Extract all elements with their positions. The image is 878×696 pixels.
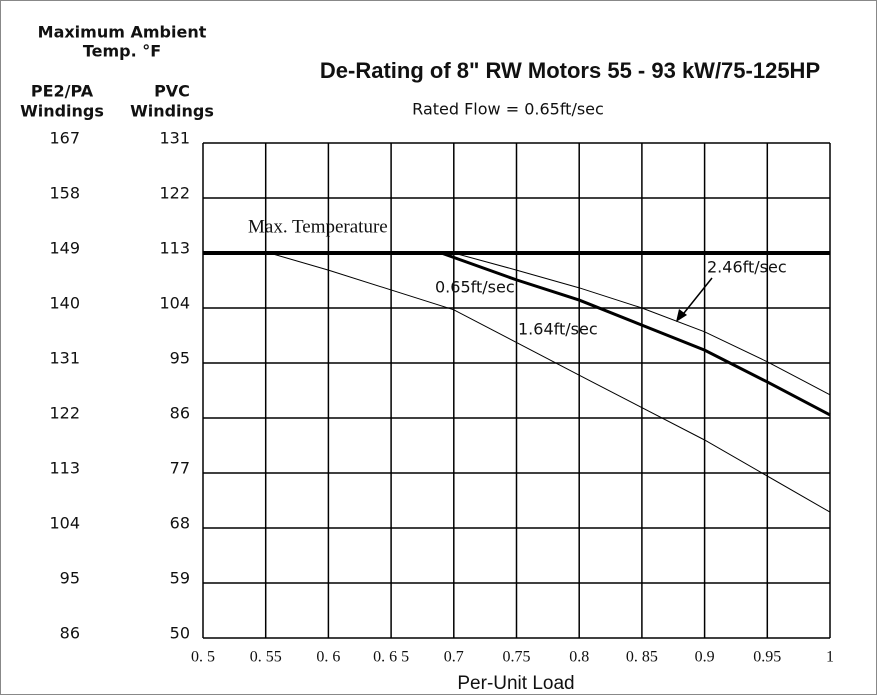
x-tick-label: 0.95 xyxy=(753,649,781,666)
x-axis-label: Per-Unit Load xyxy=(457,673,574,694)
y-tick-label: 95 xyxy=(170,349,190,368)
line xyxy=(269,252,831,513)
y-tick-label: 59 xyxy=(170,569,190,588)
series-label: 1.64ft/sec xyxy=(518,320,598,339)
chart-title: De-Rating of 8" RW Motors 55 - 93 kW/75-… xyxy=(320,58,820,83)
y-axis-label: PVC xyxy=(154,82,190,101)
x-tick-label: 0. 85 xyxy=(626,649,658,666)
y2-tick-label: 167 xyxy=(49,129,80,148)
y2-tick-label: 131 xyxy=(49,349,80,368)
y2-tick-label: 95 xyxy=(60,569,80,588)
y2-tick-label: 104 xyxy=(49,514,80,533)
y-tick-label: 122 xyxy=(159,184,190,203)
y-axis-label: Windings xyxy=(130,102,214,121)
y2-axis-label: Windings xyxy=(20,102,104,121)
x-tick-label: 0. 6 5 xyxy=(373,649,409,666)
y-tick-label: 113 xyxy=(159,239,190,258)
x-tick-label: 0.75 xyxy=(503,649,531,666)
line xyxy=(440,251,831,417)
subtitle: Rated Flow = 0.65ft/sec xyxy=(412,100,604,119)
y2-tick-label: 140 xyxy=(49,294,80,313)
y2-tick-label: 122 xyxy=(49,404,80,423)
x-tick-label: 0. 55 xyxy=(250,649,282,666)
y2-tick-label: 149 xyxy=(49,239,80,258)
x-tick-label: 0.9 xyxy=(695,649,715,666)
x-tick-label: 0. 6 xyxy=(316,649,340,666)
y2-tick-label: 113 xyxy=(49,459,80,478)
series-label: 2.46ft/sec xyxy=(707,258,787,277)
series-label: 0.65ft/sec xyxy=(435,278,515,297)
arrow xyxy=(679,277,713,319)
y-tick-label: 131 xyxy=(159,129,190,148)
arrow-head xyxy=(676,309,687,322)
line xyxy=(453,252,831,396)
y-header: Maximum Ambient xyxy=(38,23,207,42)
y-header: Temp. °F xyxy=(83,42,161,61)
y2-axis-label: PE2/PA xyxy=(31,82,94,101)
y2-tick-label: 86 xyxy=(60,624,80,643)
y-tick-label: 104 xyxy=(159,294,190,313)
y2-tick-label: 158 xyxy=(49,184,80,203)
series-label: Max. Temperature xyxy=(248,216,388,237)
x-tick-label: 0. 5 xyxy=(191,649,215,666)
x-tick-label: 0.7 xyxy=(444,649,464,666)
y-tick-label: 68 xyxy=(170,514,190,533)
y-tick-label: 86 xyxy=(170,404,190,423)
x-tick-label: 0.8 xyxy=(569,649,589,666)
y-tick-label: 50 xyxy=(170,624,190,643)
y-tick-label: 77 xyxy=(170,459,190,478)
x-tick-label: 1 xyxy=(826,649,834,666)
